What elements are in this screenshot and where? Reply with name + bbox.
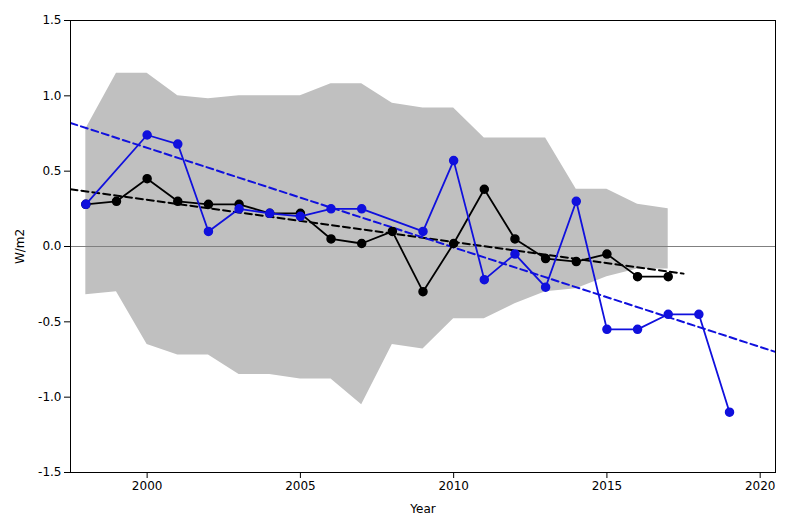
svg-text:2020: 2020 bbox=[745, 479, 776, 493]
svg-text:2000: 2000 bbox=[132, 479, 163, 493]
svg-text:2005: 2005 bbox=[285, 479, 316, 493]
svg-text:2010: 2010 bbox=[438, 479, 469, 493]
svg-text:0.5: 0.5 bbox=[42, 164, 61, 178]
svg-text:1.5: 1.5 bbox=[42, 13, 61, 27]
svg-text:1.0: 1.0 bbox=[42, 89, 61, 103]
svg-text:-1.5: -1.5 bbox=[38, 465, 61, 479]
svg-text:W/m2: W/m2 bbox=[13, 229, 27, 264]
svg-text:2015: 2015 bbox=[592, 479, 623, 493]
svg-text:-0.5: -0.5 bbox=[38, 315, 61, 329]
svg-text:-1.0: -1.0 bbox=[38, 390, 61, 404]
svg-text:Year: Year bbox=[409, 502, 435, 516]
svg-text:0.0: 0.0 bbox=[42, 239, 61, 253]
